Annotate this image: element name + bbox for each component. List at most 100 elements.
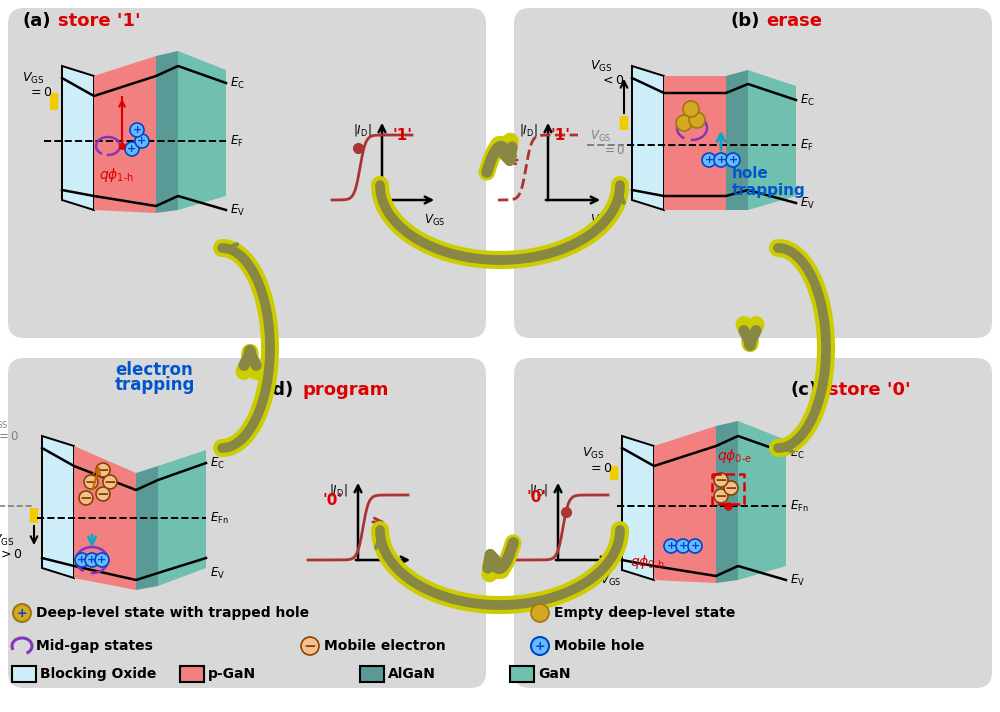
Text: +: + (97, 555, 107, 565)
Text: (a): (a) (22, 12, 50, 30)
Text: $= 0$: $= 0$ (28, 86, 52, 100)
Polygon shape (738, 421, 786, 580)
Text: −: − (304, 639, 316, 654)
Text: $E_{\rm C}$: $E_{\rm C}$ (230, 75, 245, 90)
Polygon shape (136, 466, 158, 590)
Text: $V_{\rm GS}$: $V_{\rm GS}$ (0, 533, 14, 548)
Text: $< 0$: $< 0$ (600, 75, 624, 88)
Text: store '0': store '0' (828, 381, 911, 399)
Text: $q\phi_{\rm 0\text{-}e}$: $q\phi_{\rm 0\text{-}e}$ (717, 447, 752, 465)
Circle shape (676, 539, 690, 553)
Polygon shape (748, 70, 796, 210)
Circle shape (96, 487, 110, 501)
Text: $E_{\rm F}$: $E_{\rm F}$ (230, 133, 244, 149)
Circle shape (75, 553, 89, 567)
Circle shape (676, 115, 692, 131)
FancyArrowPatch shape (744, 330, 756, 345)
Text: $V_{\rm GS}$: $V_{\rm GS}$ (600, 573, 622, 588)
Bar (360, 666, 384, 682)
Text: GaN: GaN (538, 667, 570, 681)
Text: Blocking Oxide: Blocking Oxide (40, 667, 156, 681)
Text: −: − (104, 475, 116, 490)
Text: '1': '1' (551, 128, 571, 143)
Text: trapping: trapping (115, 376, 195, 394)
Polygon shape (42, 436, 74, 578)
Polygon shape (62, 66, 94, 210)
Bar (510, 666, 534, 682)
Text: +: + (535, 640, 545, 653)
Text: $> 0$: $> 0$ (0, 548, 22, 560)
FancyArrowPatch shape (487, 147, 512, 172)
Text: (d): (d) (265, 381, 294, 399)
Text: (c): (c) (790, 381, 817, 399)
Circle shape (125, 142, 139, 156)
Text: −: − (715, 489, 727, 504)
Text: $E_{\rm Fn}$: $E_{\rm Fn}$ (790, 498, 809, 513)
Circle shape (714, 153, 728, 167)
Text: −: − (85, 475, 97, 490)
Text: +: + (137, 136, 147, 146)
Text: +: + (716, 155, 726, 165)
Text: $= 0$: $= 0$ (588, 461, 612, 474)
FancyArrowPatch shape (744, 325, 756, 344)
Text: $E_{\rm V}$: $E_{\rm V}$ (210, 565, 225, 580)
Text: program: program (302, 381, 388, 399)
Polygon shape (726, 70, 748, 210)
Text: electron: electron (115, 361, 193, 379)
Circle shape (79, 491, 93, 505)
Circle shape (95, 553, 109, 567)
Text: +: + (690, 541, 700, 551)
Polygon shape (664, 76, 726, 210)
Text: Empty deep-level state: Empty deep-level state (554, 606, 735, 620)
Polygon shape (156, 51, 178, 213)
Circle shape (84, 475, 98, 489)
Circle shape (85, 553, 99, 567)
FancyBboxPatch shape (8, 8, 486, 338)
Text: $q\phi_{\rm 1\text{-}h}$: $q\phi_{\rm 1\text{-}h}$ (99, 166, 134, 184)
Text: $V_{\rm GS}$: $V_{\rm GS}$ (582, 446, 604, 461)
Circle shape (683, 101, 699, 117)
Polygon shape (94, 56, 156, 213)
Circle shape (13, 604, 31, 622)
Text: $V_{\rm GS}$: $V_{\rm GS}$ (590, 128, 611, 144)
Text: $V_{\rm GS}$: $V_{\rm GS}$ (0, 415, 8, 431)
FancyBboxPatch shape (514, 358, 992, 688)
Circle shape (301, 637, 319, 655)
Text: $E_{\rm V}$: $E_{\rm V}$ (230, 202, 245, 218)
Text: Deep-level state with trapped hole: Deep-level state with trapped hole (36, 606, 309, 620)
Text: +: + (17, 607, 27, 620)
Text: $= 0$: $= 0$ (0, 431, 19, 444)
Circle shape (130, 123, 144, 137)
Text: −: − (97, 487, 109, 502)
Text: +: + (87, 555, 97, 565)
Text: $V_{\rm GS}$: $V_{\rm GS}$ (22, 70, 44, 85)
Text: +: + (728, 155, 738, 165)
Text: $E_{\rm V}$: $E_{\rm V}$ (790, 572, 805, 587)
Circle shape (135, 134, 149, 148)
FancyArrowPatch shape (487, 141, 510, 172)
Text: +: + (77, 555, 87, 565)
Polygon shape (716, 421, 738, 583)
Text: $|I_{\rm D}|$: $|I_{\rm D}|$ (329, 482, 348, 498)
Circle shape (531, 604, 549, 622)
Text: $V_{\rm GS}$: $V_{\rm GS}$ (424, 213, 446, 228)
Polygon shape (654, 426, 716, 583)
FancyArrowPatch shape (490, 543, 513, 574)
Text: +: + (678, 541, 688, 551)
Text: $|I_{\rm D}|$: $|I_{\rm D}|$ (519, 122, 538, 138)
Text: $|I_{\rm D}|$: $|I_{\rm D}|$ (353, 122, 372, 138)
Circle shape (702, 153, 716, 167)
Text: p-GaN: p-GaN (208, 667, 256, 681)
FancyArrowPatch shape (244, 351, 256, 365)
Circle shape (714, 473, 728, 487)
Circle shape (531, 637, 549, 655)
Text: −: − (715, 473, 727, 488)
Text: erase: erase (766, 12, 822, 30)
Bar (12, 666, 36, 682)
Polygon shape (74, 446, 136, 590)
Text: Mid-gap states: Mid-gap states (36, 639, 153, 653)
Text: −: − (97, 463, 109, 478)
Text: $E_{\rm C}$: $E_{\rm C}$ (800, 93, 815, 108)
Text: +: + (132, 125, 142, 135)
Text: $V_{\rm GS}$: $V_{\rm GS}$ (590, 213, 612, 228)
